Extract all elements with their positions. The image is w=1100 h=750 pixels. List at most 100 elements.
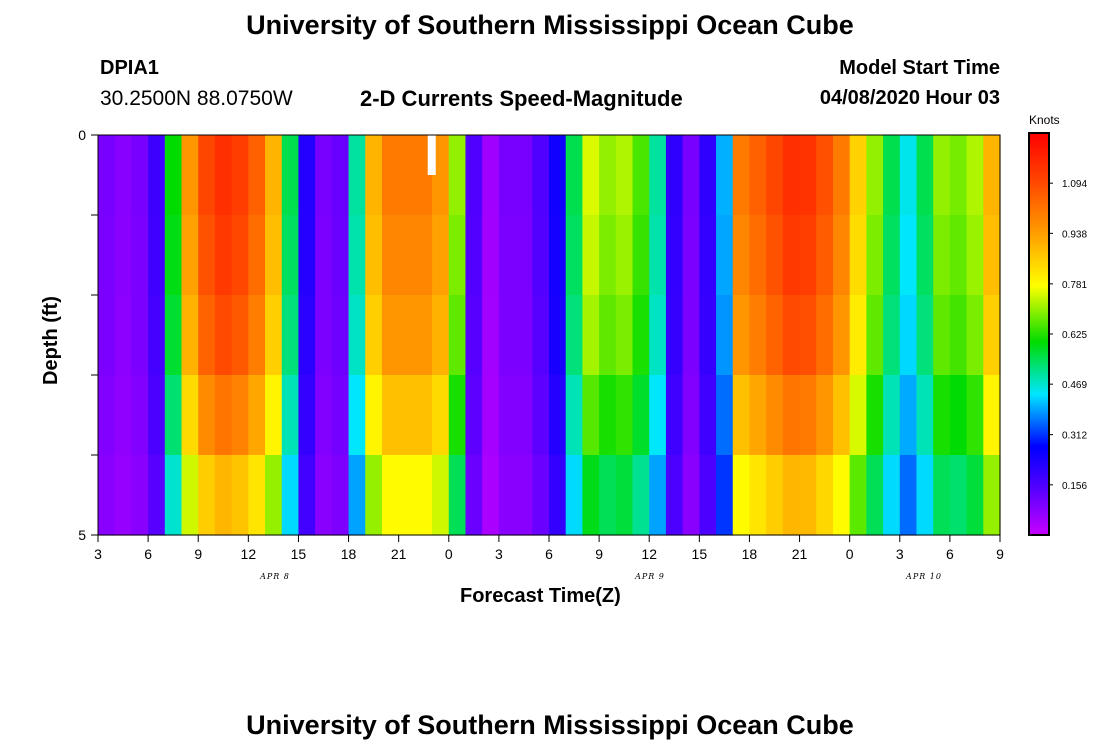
heatmap-cell [716, 375, 734, 456]
heatmap-cell [248, 375, 266, 456]
heatmap-cell [799, 375, 817, 456]
heatmap-cell [348, 295, 366, 376]
heatmap-cell [883, 375, 901, 456]
heatmap-cell [916, 135, 934, 216]
heatmap-cell [916, 215, 934, 296]
heatmap-cell [281, 295, 300, 376]
x-tick-label: 6 [946, 546, 954, 562]
heatmap-cell [716, 295, 734, 376]
heatmap-cell [866, 375, 884, 456]
heatmap-cell [766, 455, 784, 536]
x-tick-label: 3 [896, 546, 904, 562]
heatmap-cell [799, 455, 817, 536]
heatmap-cell [532, 295, 550, 376]
heatmap-cell [148, 215, 166, 296]
x-tick-label: 12 [241, 546, 257, 562]
heatmap-cell [298, 215, 316, 296]
x-tick-label: 3 [495, 546, 503, 562]
heatmap-cell [966, 375, 984, 456]
heatmap-cell [615, 215, 634, 296]
heatmap-cell [866, 455, 884, 536]
x-tick-label: 21 [391, 546, 407, 562]
heatmap-cell [482, 135, 500, 216]
y-axis-label: Depth (ft) [40, 296, 62, 385]
heatmap-cell [181, 295, 199, 376]
heatmap-cell [632, 375, 650, 456]
heatmap-cell [131, 295, 149, 376]
heatmap-cell [248, 215, 266, 296]
heatmap-cell [398, 455, 416, 536]
heatmap-cell [265, 295, 283, 376]
heatmap-cell [248, 135, 266, 216]
heatmap-cell [198, 295, 216, 376]
heatmap-cell [432, 455, 450, 536]
heatmap-cell [816, 455, 834, 536]
heatmap-cell [649, 455, 667, 536]
heatmap-cell [448, 135, 467, 216]
heatmap-cell [214, 375, 233, 456]
x-tick-label: 18 [742, 546, 758, 562]
heatmap-cell [682, 295, 700, 376]
heatmap-cell [599, 455, 617, 536]
heatmap-cell [515, 455, 533, 536]
colorbar [1028, 132, 1050, 536]
heatmap-cell [532, 375, 550, 456]
heatmap-cell [198, 455, 216, 536]
heatmap-cell [816, 135, 834, 216]
heatmap-cell [549, 215, 567, 296]
heatmap-cell [214, 215, 233, 296]
heatmap-cell [348, 135, 366, 216]
heatmap-cell [832, 375, 851, 456]
heatmap-cell [448, 215, 467, 296]
x-tick-label: 9 [194, 546, 202, 562]
heatmap-cell [883, 295, 901, 376]
heatmap-cell [298, 135, 316, 216]
heatmap-cell [949, 135, 968, 216]
colorbar-tick-label: 1.094 [1062, 179, 1087, 190]
heatmap-cell [298, 455, 316, 536]
heatmap-cell [398, 295, 416, 376]
heatmap-cell [365, 455, 383, 536]
heatmap-cell [749, 135, 767, 216]
heatmap-cell [281, 135, 300, 216]
heatmap-cell [465, 455, 483, 536]
heatmap-cell [766, 215, 784, 296]
heatmap-cell [649, 375, 667, 456]
x-tick-label: 0 [846, 546, 854, 562]
heatmap-cell [98, 375, 116, 456]
chart-subtitle: 2-D Currents Speed-Magnitude [360, 86, 683, 111]
heatmap-cell [181, 215, 199, 296]
heatmap-cell [983, 215, 1001, 296]
heatmap-cell [565, 295, 584, 376]
heatmap-cell [682, 375, 700, 456]
heatmap-cell [315, 375, 333, 456]
heatmap-cell [799, 215, 817, 296]
heatmap-cell [415, 375, 433, 456]
heatmap-cell [231, 135, 249, 216]
colorbar-tick-label: 0.312 [1062, 431, 1087, 442]
heatmap-cell [632, 455, 650, 536]
heatmap-cell [599, 375, 617, 456]
heatmap-cell [515, 215, 533, 296]
heatmap-cell [699, 455, 717, 536]
heatmap-cell [248, 455, 266, 536]
heatmap-cell [448, 375, 467, 456]
heatmap-cell [565, 455, 584, 536]
heatmap-cell [331, 455, 350, 536]
heatmap-cell [799, 135, 817, 216]
heatmap-cell [498, 455, 517, 536]
heatmap-cell [198, 135, 216, 216]
heatmap-cell [916, 375, 934, 456]
heatmap-cell [365, 135, 383, 216]
heatmap-cell [966, 215, 984, 296]
heatmap-cell [933, 135, 951, 216]
heatmap-cell [432, 375, 450, 456]
heatmap-cell [214, 135, 233, 216]
heatmap-cell [682, 455, 700, 536]
x-tick-label: 6 [545, 546, 553, 562]
heatmap-cell [198, 215, 216, 296]
heatmap-cell [98, 215, 116, 296]
heatmap-cell [883, 455, 901, 536]
heatmap-cell [849, 375, 867, 456]
